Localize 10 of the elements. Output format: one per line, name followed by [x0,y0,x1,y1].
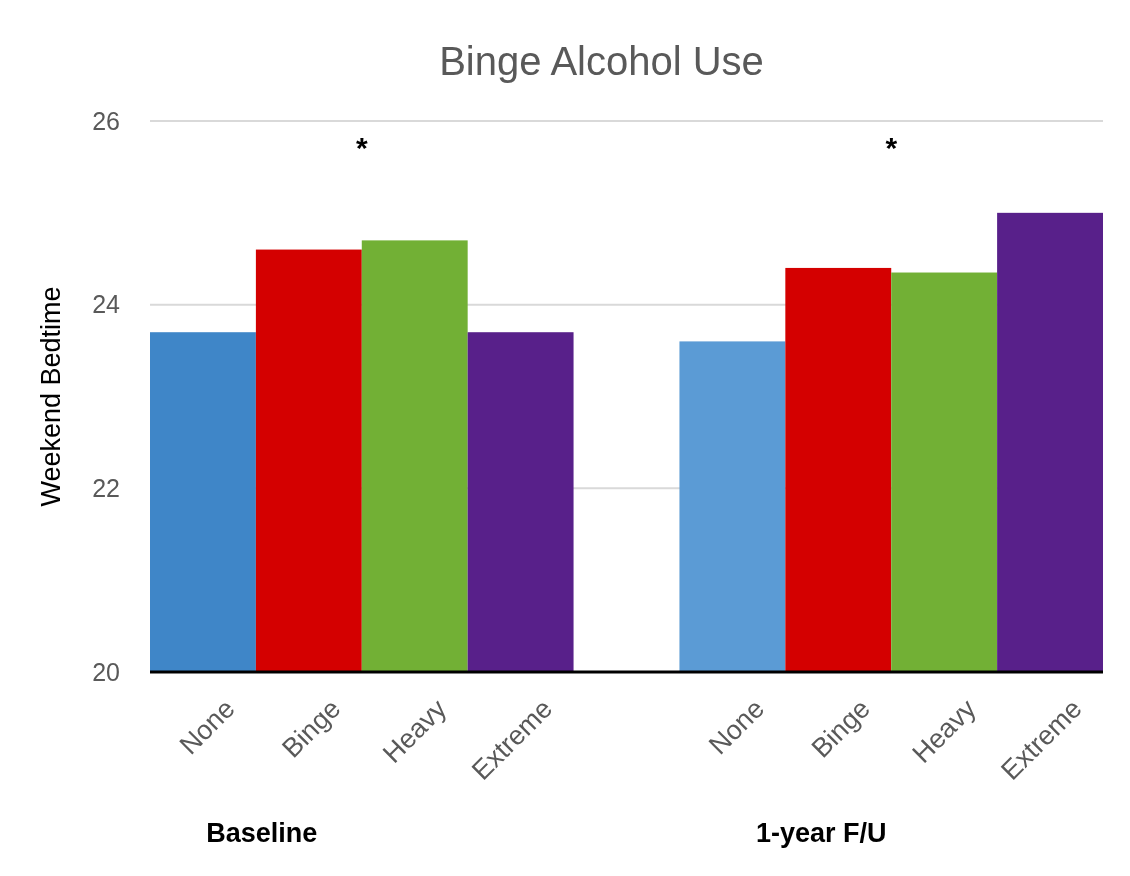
text: 1-year F/U [755,818,887,848]
y-tick-label: 24 [92,290,121,319]
annotation: * [355,131,368,164]
annotation: * [885,131,898,164]
y-tick-label: 26 [92,106,120,135]
y-tick-label: 20 [92,657,120,686]
text: Baseline [206,818,318,848]
y-axis-title: Weekend Bedtime [36,286,66,507]
y-tick-label: 22 [92,474,120,503]
chart-title: Binge Alcohol Use [439,39,764,83]
